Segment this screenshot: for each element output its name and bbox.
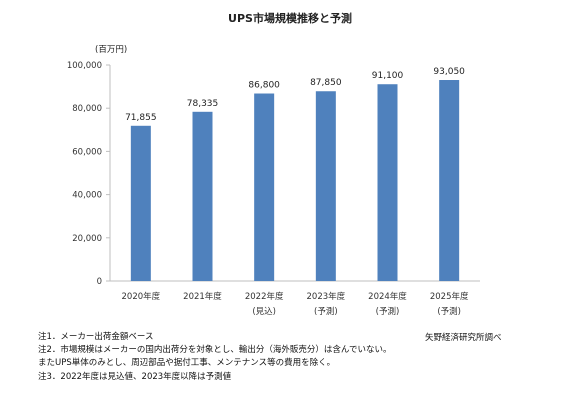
x-tick-labels: 2020年度 2021年度 2022年度 (見込) 2023年度 (予測) 2024年度 (予…	[122, 291, 469, 317]
footnotes: 注1．メーカー出荷金額ベース 注2．市場規模はメーカーの国内出荷分を対象とし、輸…	[38, 331, 518, 384]
x-tick-label: 2021年度	[183, 291, 222, 302]
y-ticks: 0 20,000 40,000 60,000 80,000 100,000	[67, 61, 110, 287]
data-label: 93,050	[433, 67, 465, 77]
data-label: 87,850	[310, 78, 342, 88]
data-labels: 71,855 78,335 86,800 87,850 91,100 93,050	[125, 67, 465, 123]
bar	[130, 125, 151, 281]
x-tick-label: 2022年度	[245, 291, 284, 302]
x-tick-label: 2023年度	[307, 291, 346, 302]
x-tick-label: 2020年度	[122, 291, 161, 302]
bar	[377, 84, 398, 281]
data-label: 86,800	[248, 81, 280, 91]
y-tick-label: 80,000	[72, 104, 102, 114]
source-credit: 矢野経済研究所調べ	[425, 333, 502, 343]
y-tick-label: 20,000	[72, 234, 102, 244]
chart: UPS市場規模推移と予測 (百万円) 0 20,000 40,000 60,000 80…	[67, 11, 480, 317]
y-tick-label: 40,000	[72, 191, 102, 201]
x-tick-note: (見込)	[252, 306, 276, 317]
y-tick-label: 0	[97, 277, 102, 287]
data-label: 91,100	[372, 71, 404, 81]
bars	[130, 80, 460, 282]
x-tick-label: 2025年度	[430, 291, 469, 302]
data-label: 78,335	[187, 99, 219, 109]
bar	[192, 111, 213, 281]
x-tick-label: 2024年度	[368, 291, 407, 302]
x-tick-note: (予測)	[314, 306, 338, 317]
y-tick-label: 60,000	[72, 147, 102, 157]
bar	[254, 93, 275, 282]
footnote-3: 注3．2022年度は見込値、2023年度以降は予測値	[38, 371, 232, 382]
y-tick-label: 100,000	[67, 61, 102, 71]
footnote-2: 注2．市場規模はメーカーの国内出荷分を対象とし、輸出分（海外販売分）は含んでいな…	[38, 345, 392, 356]
y-axis-unit-label: (百万円)	[95, 45, 127, 55]
bar	[315, 91, 336, 281]
chart-title: UPS市場規模推移と予測	[228, 11, 352, 25]
bar	[439, 80, 460, 282]
footnote-1: 注1．メーカー出荷金額ベース	[38, 332, 154, 342]
x-tick-note: (予測)	[376, 306, 400, 317]
data-label: 71,855	[125, 113, 157, 123]
x-tick-note: (予測)	[437, 306, 461, 317]
footnote-2-continued: またUPS単体のみとし、周辺部品や据付工事、メンテナンス等の費用を除く。	[38, 358, 336, 369]
